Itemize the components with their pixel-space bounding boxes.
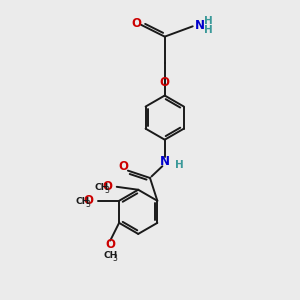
Text: 3: 3 <box>113 254 118 263</box>
Text: H: H <box>175 160 184 170</box>
Text: H: H <box>204 16 213 26</box>
Text: CH: CH <box>76 197 90 206</box>
Text: O: O <box>160 76 170 89</box>
Text: O: O <box>118 160 128 173</box>
Text: CH: CH <box>95 183 109 192</box>
Text: O: O <box>103 180 112 193</box>
Text: 3: 3 <box>85 200 90 209</box>
Text: 3: 3 <box>104 186 109 195</box>
Text: N: N <box>160 155 170 168</box>
Text: O: O <box>83 194 94 207</box>
Text: O: O <box>132 17 142 30</box>
Text: N: N <box>195 19 205 32</box>
Text: H: H <box>204 25 213 35</box>
Text: O: O <box>105 238 115 251</box>
Text: CH: CH <box>103 251 117 260</box>
